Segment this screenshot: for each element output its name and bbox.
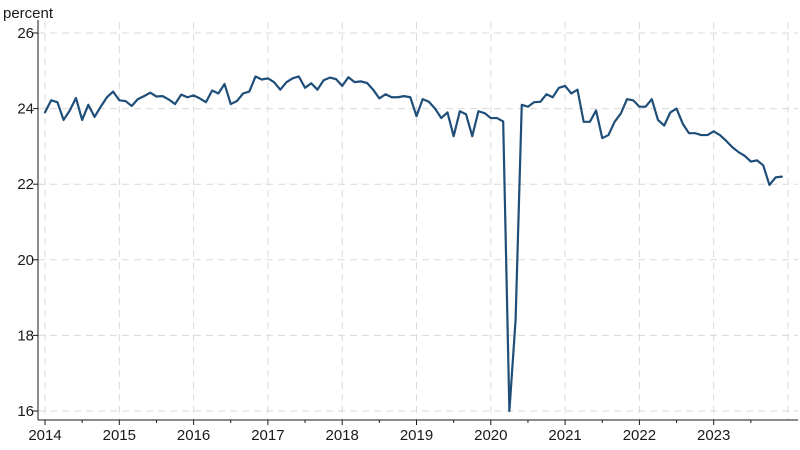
x-tick-label: 2014: [28, 427, 61, 444]
y-tick-label: 26: [17, 25, 34, 42]
x-tick-label: 2021: [548, 427, 581, 444]
series-layer: [43, 75, 783, 413]
y-tick-label: 24: [17, 101, 34, 118]
y-tick-label: 16: [17, 403, 34, 420]
x-tick-label: 2015: [103, 427, 136, 444]
x-tick-label: 2023: [697, 427, 730, 444]
grid-lines: [38, 22, 798, 420]
y-tick-label: 18: [17, 327, 34, 344]
y-axis-ticks: 16 18 20 22 24 26: [17, 25, 38, 420]
x-tick-label: 2019: [400, 427, 433, 444]
axes: [37, 20, 798, 421]
series-line: [43, 75, 783, 413]
x-tick-label: 2017: [251, 427, 284, 444]
y-tick-label: 22: [17, 176, 34, 193]
y-axis-unit-label: percent: [3, 5, 54, 22]
y-tick-label: 20: [17, 252, 34, 269]
x-tick-label: 2018: [326, 427, 359, 444]
x-tick-label: 2022: [623, 427, 656, 444]
x-axis-ticks: 2014 2015 2016 2017 2018 2019 2020 2021 2022 2023: [28, 420, 752, 444]
x-tick-label: 2016: [177, 427, 210, 444]
x-tick-label: 2020: [474, 427, 507, 444]
